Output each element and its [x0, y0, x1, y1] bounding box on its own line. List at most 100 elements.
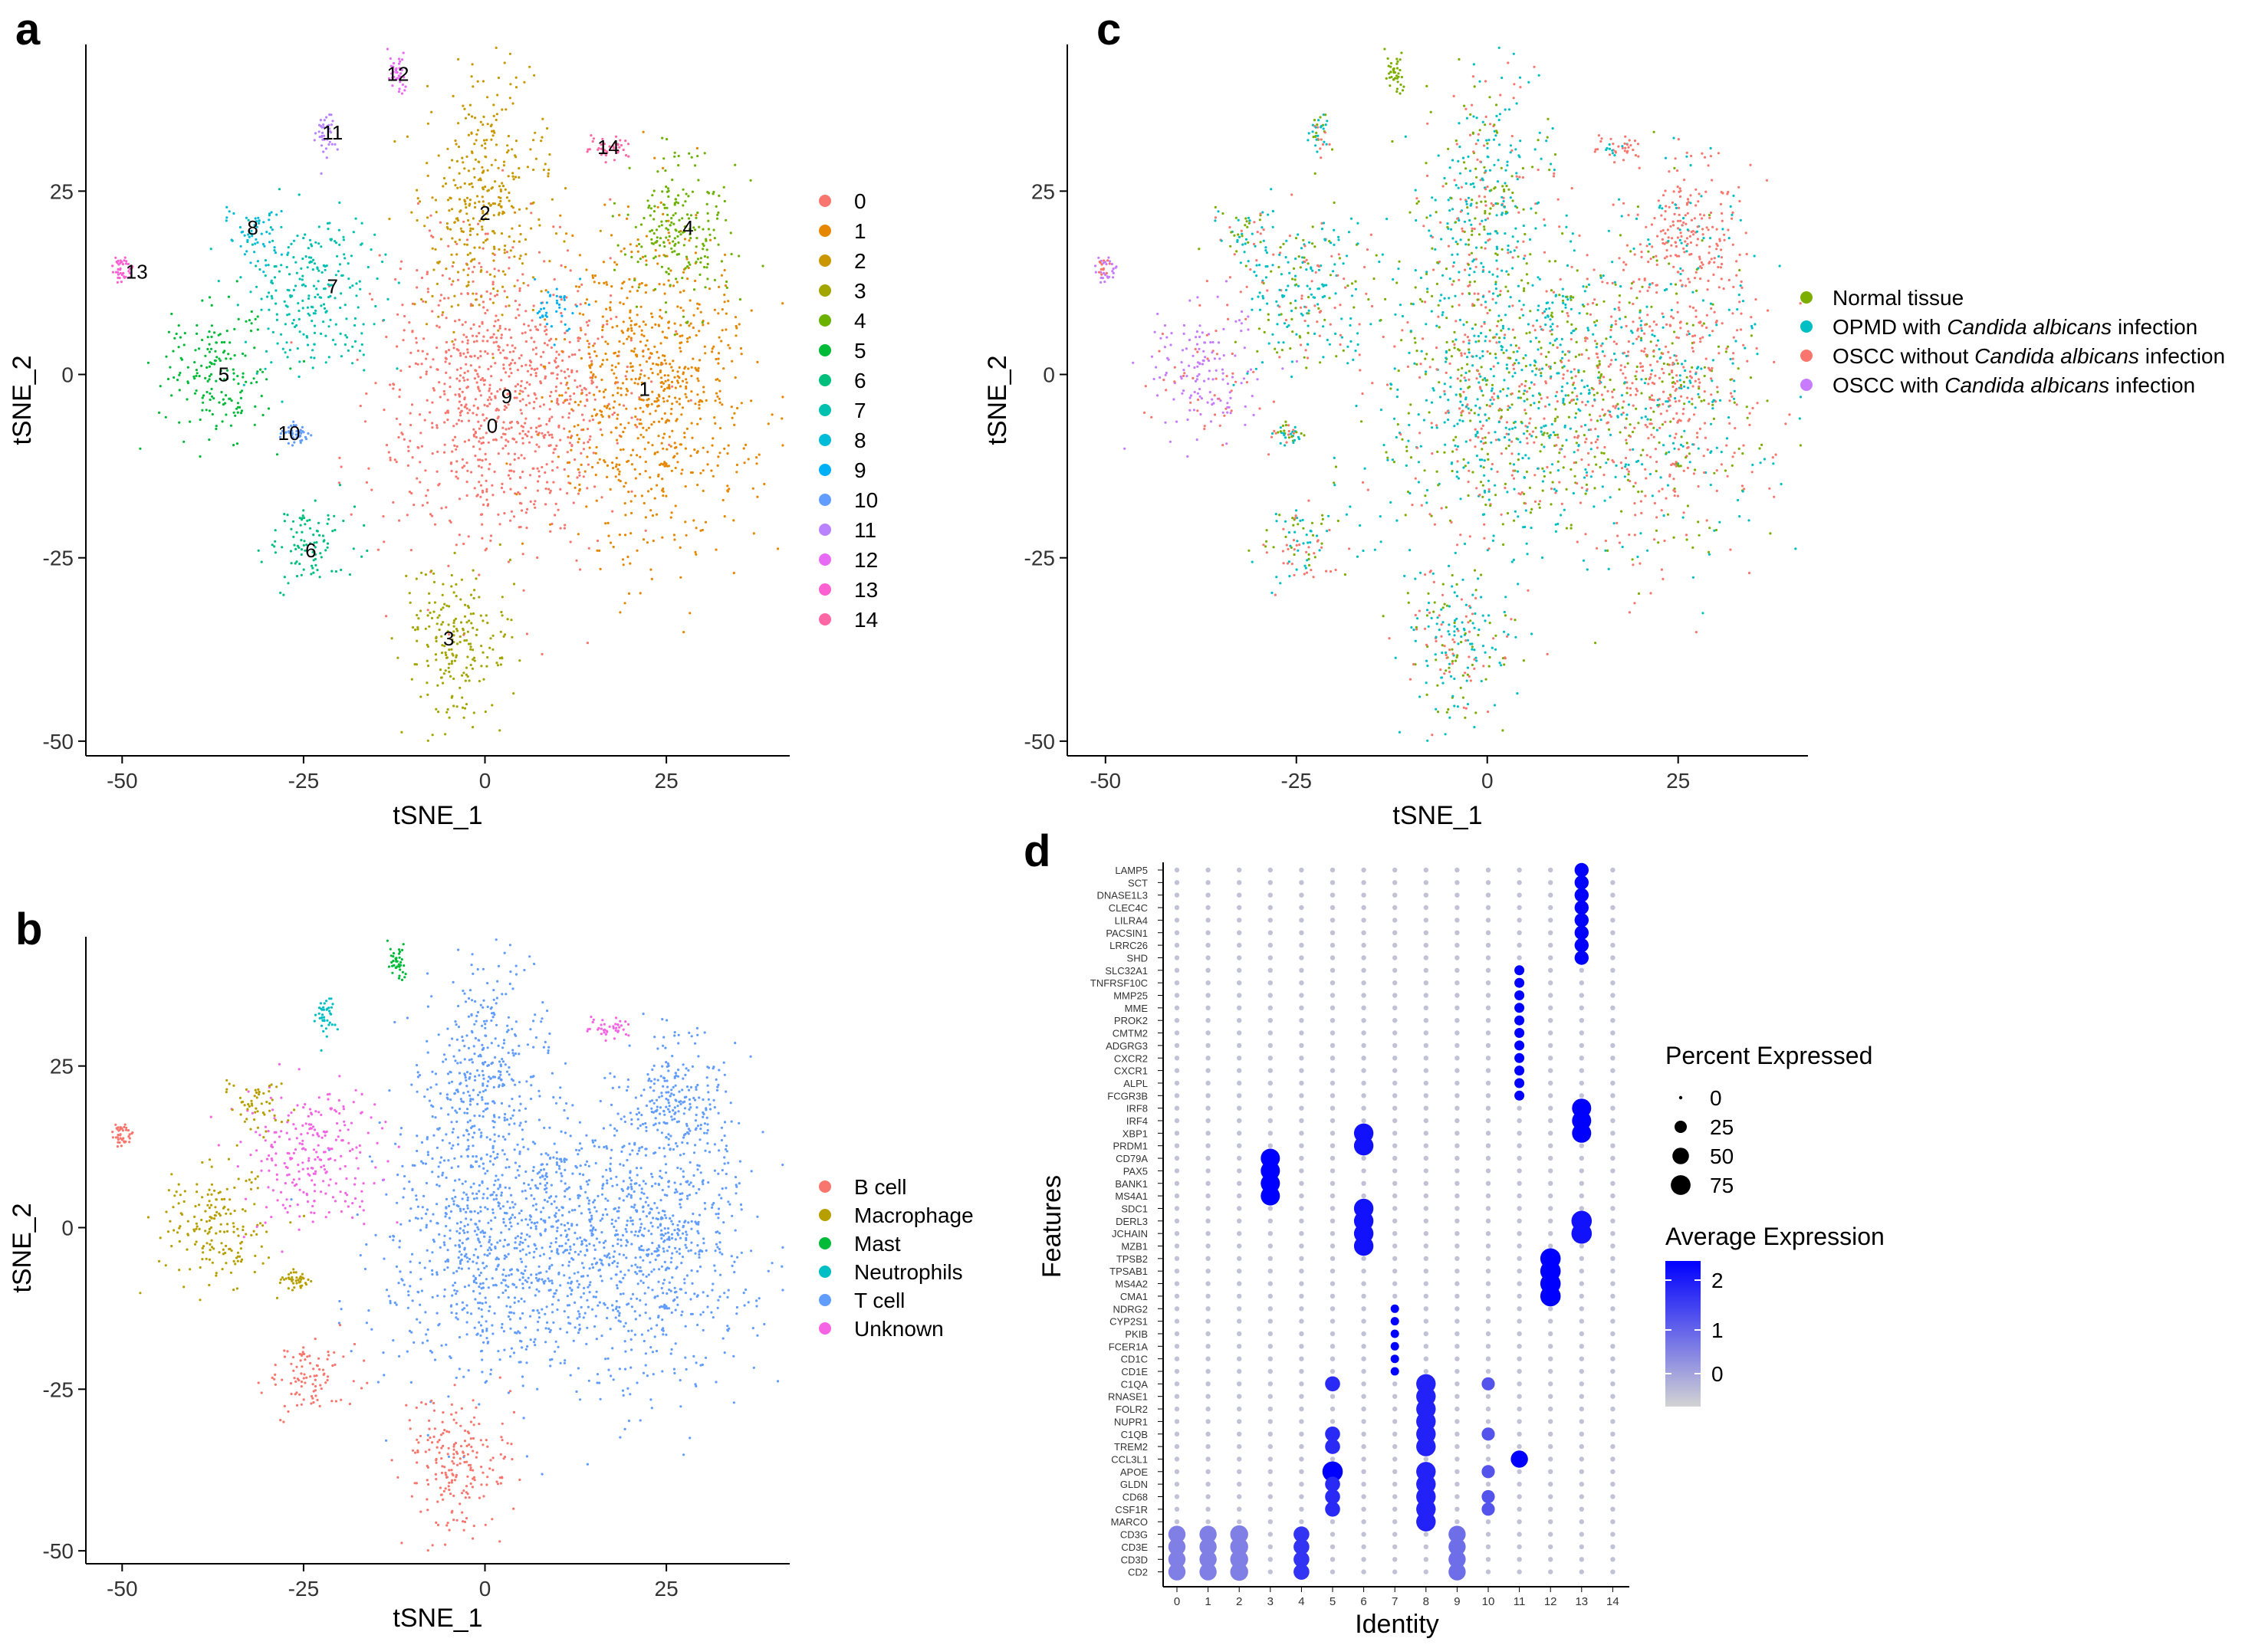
cell-point — [473, 246, 476, 249]
cell-point — [460, 1258, 463, 1262]
cell-point — [454, 1179, 457, 1182]
cell-point — [612, 145, 615, 148]
cell-point — [560, 369, 563, 373]
cell-point — [588, 1283, 591, 1286]
cell-point — [624, 1350, 627, 1353]
cell-point — [649, 207, 652, 210]
cell-point — [666, 337, 669, 340]
cell-point — [458, 400, 462, 403]
cell-point — [688, 239, 691, 242]
cell-point — [626, 337, 629, 340]
cell-point — [313, 139, 316, 142]
cell-point — [716, 213, 719, 216]
cell-point — [525, 527, 528, 530]
cell-point — [742, 447, 745, 450]
cell-point — [347, 349, 350, 352]
cell-point — [509, 519, 512, 522]
cell-point — [482, 1115, 485, 1118]
cell-point — [403, 1187, 406, 1190]
cell-point — [415, 341, 418, 344]
cell-point — [452, 1203, 455, 1206]
cell-point — [578, 474, 581, 477]
cell-point — [586, 1197, 589, 1200]
cell-point — [588, 392, 591, 395]
cell-point — [544, 1341, 547, 1344]
cell-point — [491, 704, 494, 707]
cell-point — [614, 142, 617, 145]
cell-point — [615, 1273, 618, 1276]
cell-point — [698, 399, 702, 402]
cell-point — [468, 233, 472, 236]
cell-point — [579, 568, 582, 571]
cell-point — [615, 1175, 618, 1178]
cell-point — [415, 1198, 418, 1201]
cell-point — [426, 216, 429, 219]
cell-point — [312, 284, 316, 287]
cell-point — [486, 655, 489, 659]
cell-point — [320, 135, 324, 138]
cell-point — [665, 419, 668, 423]
cluster-label-1: 1 — [639, 378, 649, 401]
cell-point — [454, 617, 458, 620]
cell-point — [520, 379, 523, 383]
cell-point — [473, 176, 476, 179]
cell-point — [533, 400, 536, 404]
cell-point — [703, 254, 707, 258]
cell-point — [413, 303, 416, 306]
cell-point — [626, 1078, 630, 1082]
cell-point — [619, 611, 622, 614]
cell-point — [611, 326, 614, 329]
cell-point — [542, 1253, 546, 1256]
cell-point — [681, 1256, 685, 1259]
cell-point — [576, 476, 579, 479]
cell-point — [462, 706, 465, 709]
cell-point — [565, 1102, 568, 1105]
cell-point — [670, 217, 673, 220]
cell-point — [317, 269, 320, 272]
cell-point — [494, 1157, 497, 1160]
cell-point — [464, 117, 468, 120]
cell-point — [501, 1291, 505, 1295]
cell-point — [664, 301, 668, 304]
cell-point — [479, 1271, 483, 1275]
cell-point — [214, 350, 217, 353]
cell-point — [398, 519, 401, 522]
cell-point — [722, 1221, 725, 1224]
cell-point — [551, 198, 554, 201]
cell-point — [416, 1318, 419, 1321]
cell-point — [385, 335, 388, 339]
cell-point — [640, 494, 644, 497]
cell-point — [451, 340, 454, 343]
cell-point — [544, 318, 547, 321]
cell-point — [509, 1305, 512, 1308]
cell-point — [755, 462, 758, 465]
cell-point — [514, 1083, 517, 1086]
cell-point — [554, 337, 557, 340]
cell-point — [516, 1143, 519, 1146]
cell-point — [653, 1249, 656, 1253]
cell-point — [493, 470, 496, 474]
cell-point — [248, 235, 251, 238]
cell-point — [623, 426, 626, 430]
cell-point — [537, 310, 541, 313]
cell-point — [455, 583, 458, 586]
cell-point — [434, 653, 438, 656]
cell-point — [619, 1163, 622, 1166]
cell-point — [459, 387, 462, 391]
cell-point — [660, 220, 663, 223]
cell-point — [578, 1312, 581, 1315]
cell-point — [111, 264, 114, 268]
cell-point — [620, 1270, 623, 1273]
cell-point — [607, 534, 610, 537]
cell-point — [626, 555, 629, 559]
cell-point — [493, 1312, 496, 1315]
cell-point — [455, 475, 458, 478]
cell-point — [558, 394, 561, 397]
cell-point — [575, 1390, 578, 1394]
cell-point — [681, 334, 684, 337]
cell-point — [475, 1282, 478, 1285]
cell-point — [629, 562, 632, 565]
cell-point — [347, 277, 350, 281]
cell-point — [426, 1433, 429, 1437]
cell-point — [245, 320, 248, 323]
